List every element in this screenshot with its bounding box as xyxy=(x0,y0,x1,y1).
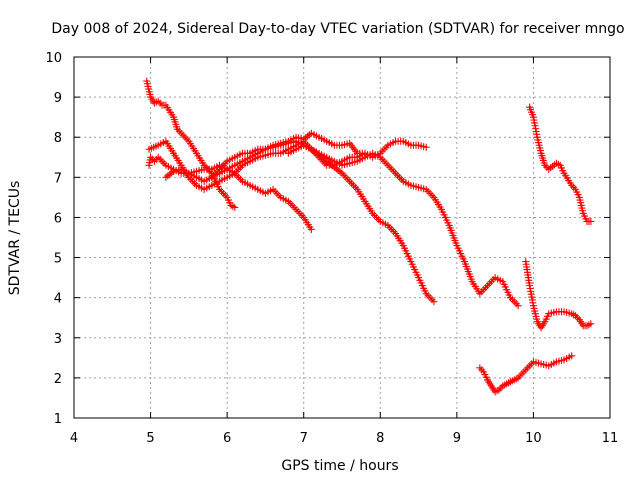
x-tick-label: 4 xyxy=(70,431,78,446)
y-tick-label: 10 xyxy=(45,51,62,66)
data-point xyxy=(422,143,430,151)
x-tick-label: 6 xyxy=(223,431,231,446)
data-point xyxy=(430,298,438,306)
y-axis-label: SDTVAR / TECUs xyxy=(7,181,23,296)
y-tick-label: 6 xyxy=(54,211,62,226)
y-tick-label: 8 xyxy=(54,131,62,146)
series-arc-6 xyxy=(284,141,522,310)
series-arc-5 xyxy=(208,137,438,306)
x-tick-label: 11 xyxy=(602,431,619,446)
series-line xyxy=(287,144,519,307)
data-point xyxy=(587,320,595,328)
x-tick-label: 5 xyxy=(146,431,154,446)
series-arc-7 xyxy=(476,352,576,396)
plot-frame xyxy=(73,56,611,419)
x-tick-label: 7 xyxy=(300,431,308,446)
y-tick-label: 4 xyxy=(54,292,62,307)
chart-title: Day 008 of 2024, Sidereal Day-to-day VTE… xyxy=(51,21,624,37)
y-tick-label: 2 xyxy=(54,372,62,387)
series-arc-8 xyxy=(522,258,595,332)
series-arc-9 xyxy=(526,103,595,225)
data-point xyxy=(307,225,315,233)
data-point xyxy=(587,217,595,225)
y-tick-label: 9 xyxy=(54,91,62,106)
y-tick-label: 3 xyxy=(54,332,62,347)
y-tick-label: 7 xyxy=(54,171,62,186)
x-tick-label: 8 xyxy=(376,431,384,446)
x-tick-label: 9 xyxy=(453,431,461,446)
x-axis-label: GPS time / hours xyxy=(281,458,398,474)
data-point xyxy=(231,203,239,211)
data-point xyxy=(568,352,576,360)
data-point xyxy=(514,302,522,310)
x-tick-label: 10 xyxy=(525,431,542,446)
data-series xyxy=(143,77,595,396)
y-tick-label: 5 xyxy=(54,252,62,267)
y-tick-label: 1 xyxy=(54,412,62,427)
